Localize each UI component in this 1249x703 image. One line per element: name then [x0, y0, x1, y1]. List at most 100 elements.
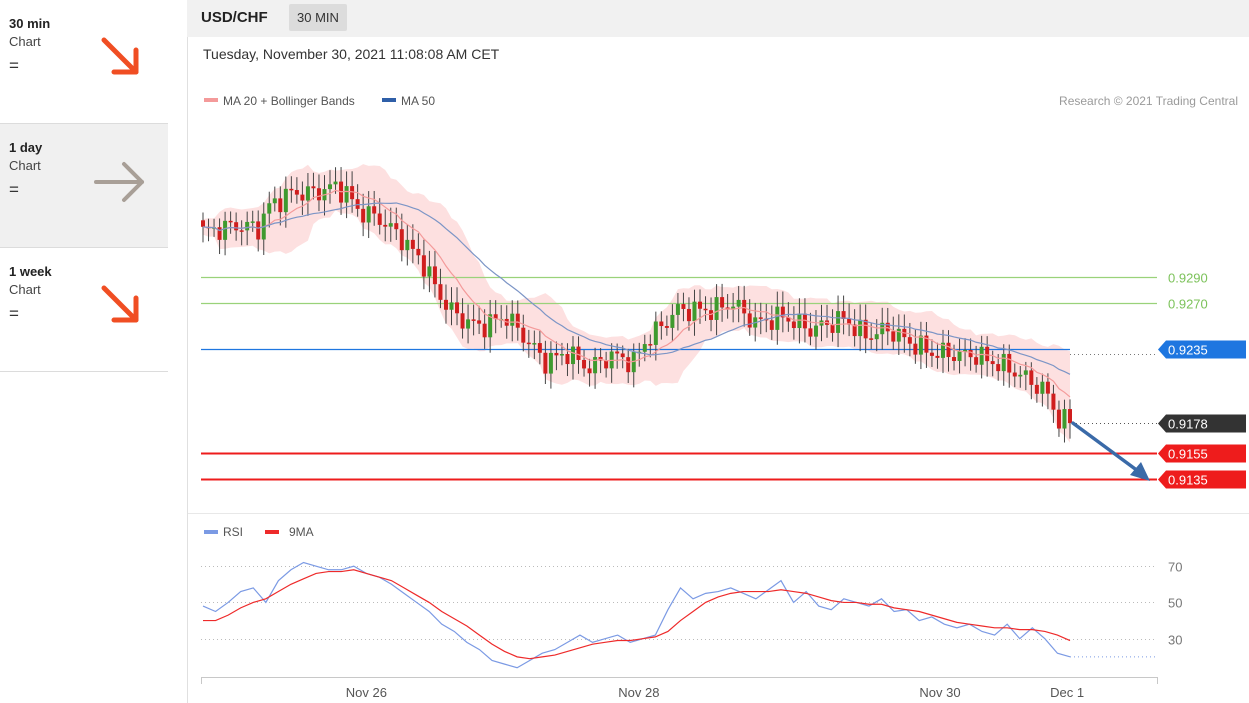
candle: [913, 329, 918, 364]
candle: [791, 306, 796, 340]
legend-swatch-9ma: [265, 530, 279, 534]
candle-body: [466, 319, 471, 329]
forecast-arrow-line: [1071, 421, 1144, 476]
candle: [377, 198, 382, 235]
candle: [449, 287, 454, 326]
candle-body: [935, 355, 940, 358]
level-label: 0.9135: [1168, 473, 1208, 488]
candle: [946, 330, 951, 372]
candle-body: [223, 220, 228, 240]
candle-body: [526, 342, 531, 345]
legend-ma50-label: MA 50: [401, 94, 435, 108]
candle-body: [631, 352, 636, 373]
candle: [836, 295, 841, 348]
candle-body: [443, 299, 448, 310]
candle: [587, 358, 592, 387]
candle-body: [979, 346, 984, 365]
candle-body: [405, 239, 410, 251]
candle-body: [990, 361, 995, 365]
candle: [880, 307, 885, 350]
ma50-line: [202, 202, 1071, 375]
candle-body: [537, 343, 542, 353]
candle-body: [780, 306, 785, 318]
candle-body: [675, 304, 680, 315]
candle-body: [775, 306, 780, 330]
candle: [201, 212, 205, 243]
sidebar-item-1day[interactable]: 1 day Chart =: [0, 124, 168, 248]
candle-body: [830, 324, 835, 333]
candle: [620, 345, 625, 369]
candle: [692, 289, 697, 336]
candle-body: [847, 318, 852, 325]
candle-body: [968, 350, 973, 358]
level-tag: [1158, 414, 1246, 433]
candle-body: [946, 342, 951, 358]
candle-body: [245, 221, 250, 231]
candle-body: [267, 203, 272, 214]
candle: [935, 342, 940, 369]
sidebar-item-30min[interactable]: 30 min Chart =: [0, 0, 168, 124]
candle-body: [228, 220, 233, 223]
candle-body: [924, 335, 929, 353]
candle-body: [311, 186, 316, 189]
candle-body: [250, 221, 255, 223]
candle-body: [328, 184, 333, 190]
candle: [471, 304, 476, 336]
candle-body: [952, 357, 957, 361]
candle-body: [996, 364, 1001, 372]
price-level-tags: 0.9290 0.9270 0.9235 0.9178 0.9155 0.9135: [1158, 271, 1246, 489]
candle-body: [399, 229, 404, 251]
candle-body: [289, 188, 294, 191]
candle: [283, 176, 288, 228]
sidebar-item-1week[interactable]: 1 week Chart =: [0, 248, 168, 372]
candle: [316, 174, 321, 212]
candle-body: [316, 188, 321, 201]
candle-body: [653, 321, 658, 345]
candle-body: [769, 320, 774, 330]
candle-body: [283, 188, 288, 213]
candle: [554, 341, 559, 371]
candle-body: [659, 321, 664, 327]
candle-body: [714, 297, 719, 320]
rsi-levels: 70 50 30: [201, 560, 1182, 648]
timeframe-badge[interactable]: 30 MIN: [289, 4, 347, 31]
candle: [1051, 384, 1056, 423]
chart-header: USD/CHF 30 MIN: [187, 0, 1249, 37]
candle-body: [974, 357, 979, 365]
candle-body: [1062, 409, 1067, 429]
candle-body: [427, 266, 432, 277]
sidebar-item-sub: Chart: [9, 158, 41, 173]
candle: [714, 284, 719, 336]
candle-body: [1040, 381, 1045, 394]
candle-body: [1029, 370, 1034, 385]
candle-body: [515, 313, 520, 328]
candle: [532, 330, 537, 360]
candle-body: [692, 301, 697, 322]
candle-body: [521, 327, 526, 343]
candle: [510, 300, 515, 342]
main-legend: MA 20 + Bollinger Bands MA 50: [204, 94, 435, 108]
candle: [267, 191, 272, 228]
price-levels: [201, 276, 1157, 481]
candle-body: [1023, 370, 1028, 375]
candle: [631, 343, 636, 388]
candle: [432, 250, 437, 298]
candle: [1001, 344, 1006, 386]
candle-body: [272, 198, 277, 204]
level-tag: [1158, 340, 1246, 359]
candle: [515, 300, 520, 341]
candle-body: [648, 344, 653, 346]
candle: [670, 304, 675, 342]
candle-body: [543, 352, 548, 374]
sidebar-item-label: 1 week: [9, 264, 52, 279]
candle-body: [548, 352, 553, 374]
candle: [1034, 377, 1039, 403]
level-label: 0.9178: [1168, 417, 1208, 432]
candle-body: [350, 186, 355, 200]
candle: [847, 303, 852, 337]
candle-body: [742, 299, 747, 314]
candle-body: [907, 337, 912, 344]
candle: [758, 302, 763, 335]
candle: [626, 348, 631, 384]
candle: [1040, 373, 1045, 407]
